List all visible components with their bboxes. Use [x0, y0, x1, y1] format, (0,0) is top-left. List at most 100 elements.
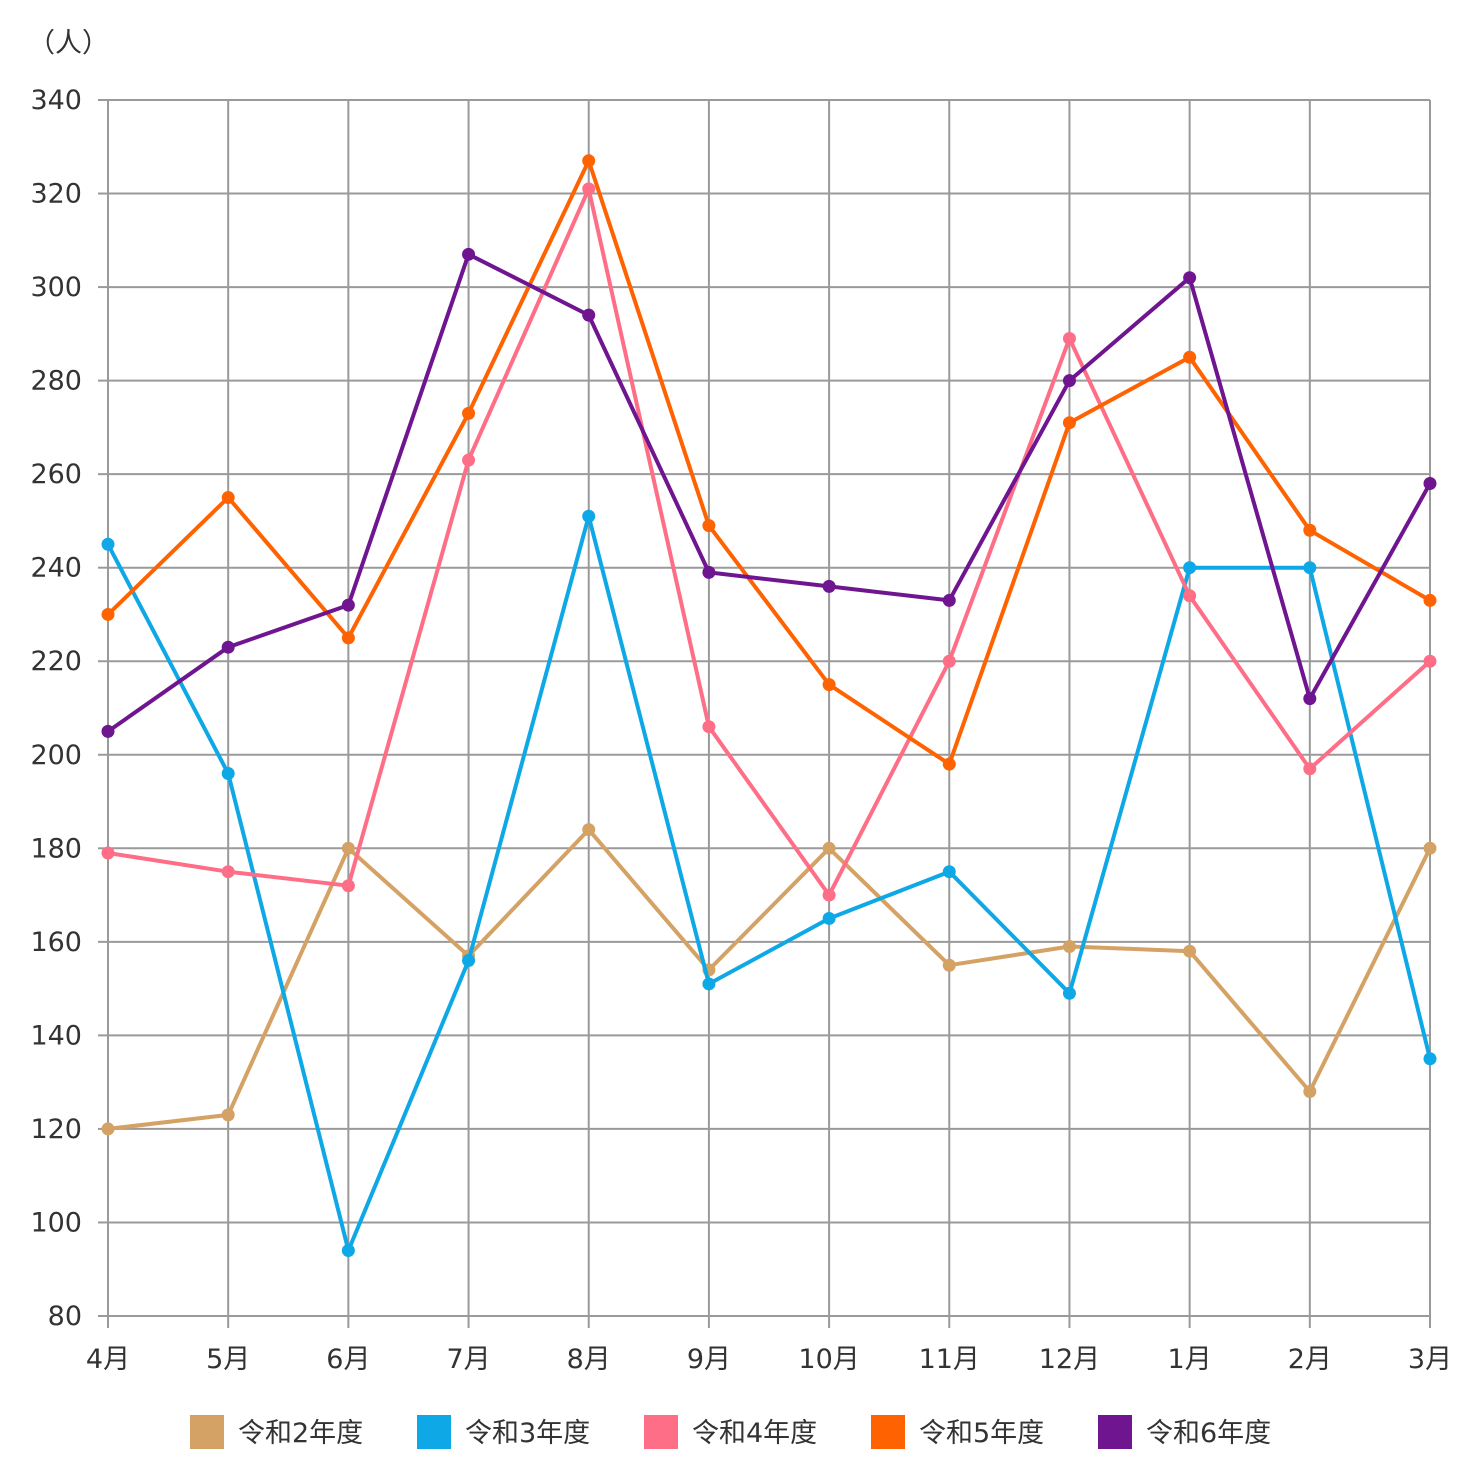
- x-tick-label: 1月: [1168, 1344, 1212, 1375]
- x-tick-label: 4月: [86, 1344, 130, 1375]
- data-point: [822, 579, 836, 593]
- data-point: [822, 911, 836, 925]
- y-tick-label: 340: [30, 85, 82, 116]
- legend-label: 令和3年度: [465, 1418, 590, 1449]
- data-point: [341, 631, 355, 645]
- x-tick-label: 5月: [206, 1344, 250, 1375]
- series-5: [101, 247, 1437, 738]
- data-point: [942, 958, 956, 972]
- data-point: [221, 865, 235, 879]
- data-point: [341, 879, 355, 893]
- data-point: [582, 308, 596, 322]
- legend-item: 令和4年度: [644, 1415, 817, 1449]
- x-tick-label: 7月: [446, 1344, 490, 1375]
- x-tick-label: 9月: [687, 1344, 731, 1375]
- data-point: [1423, 593, 1437, 607]
- data-point: [1062, 986, 1076, 1000]
- data-point: [221, 491, 235, 505]
- y-axis-unit-label: （人）: [28, 28, 109, 59]
- data-point: [822, 888, 836, 902]
- legend: 令和2年度 令和3年度 令和4年度 令和5年度 令和6年度: [190, 1415, 1271, 1449]
- data-point: [1423, 477, 1437, 491]
- data-point: [341, 841, 355, 855]
- axes: 80 100 120 140 160 180 200 220 240 260 280 300 320 34…: [30, 85, 1452, 1375]
- legend-label: 令和2年度: [238, 1418, 363, 1449]
- x-tick-label: 6月: [326, 1344, 370, 1375]
- data-point: [942, 865, 956, 879]
- y-tick-label: 300: [30, 272, 82, 303]
- legend-label: 令和4年度: [692, 1418, 817, 1449]
- data-point: [942, 593, 956, 607]
- data-point: [822, 678, 836, 692]
- y-tick-label: 320: [30, 179, 82, 210]
- data-point: [1423, 841, 1437, 855]
- legend-swatch: [190, 1415, 224, 1449]
- data-point: [1062, 374, 1076, 388]
- x-tick-label: 8月: [567, 1344, 611, 1375]
- legend-item: 令和2年度: [190, 1415, 363, 1449]
- data-point: [101, 724, 115, 738]
- legend-item: 令和3年度: [417, 1415, 590, 1449]
- data-point: [942, 757, 956, 771]
- data-point: [341, 1244, 355, 1258]
- data-point: [101, 537, 115, 551]
- data-point: [702, 977, 716, 991]
- legend-swatch: [644, 1415, 678, 1449]
- data-point: [1183, 350, 1197, 364]
- series-layer: [101, 154, 1437, 1258]
- data-point: [1183, 561, 1197, 575]
- data-point: [341, 598, 355, 612]
- data-point: [1423, 654, 1437, 668]
- data-point: [1303, 692, 1317, 706]
- x-tick-label: 2月: [1288, 1344, 1332, 1375]
- x-tick-label: 3月: [1408, 1344, 1452, 1375]
- legend-swatch: [417, 1415, 451, 1449]
- data-point: [221, 766, 235, 780]
- data-point: [1183, 944, 1197, 958]
- data-point: [101, 607, 115, 621]
- data-point: [101, 846, 115, 860]
- data-point: [221, 640, 235, 654]
- series-line: [106, 158, 1432, 767]
- series-line: [106, 514, 1432, 1253]
- data-point: [1062, 940, 1076, 954]
- data-point: [1183, 271, 1197, 285]
- legend-label: 令和5年度: [919, 1418, 1044, 1449]
- data-point: [221, 1108, 235, 1122]
- data-point: [1062, 332, 1076, 346]
- legend-item: 令和5年度: [871, 1415, 1044, 1449]
- y-tick-label: 100: [30, 1207, 82, 1238]
- data-point: [702, 720, 716, 734]
- data-point: [1303, 523, 1317, 537]
- data-point: [702, 565, 716, 579]
- x-tick-label: 12月: [1039, 1344, 1100, 1375]
- series-line: [106, 252, 1432, 734]
- y-tick-label: 80: [48, 1301, 82, 1332]
- data-point: [1303, 762, 1317, 776]
- data-point: [582, 182, 596, 196]
- data-point: [942, 654, 956, 668]
- data-point: [1303, 561, 1317, 575]
- x-tick-label: 11月: [919, 1344, 980, 1375]
- y-tick-label: 160: [30, 927, 82, 958]
- legend-label: 令和6年度: [1146, 1418, 1271, 1449]
- data-point: [1423, 1052, 1437, 1066]
- legend-swatch: [1098, 1415, 1132, 1449]
- x-tick-label: 10月: [798, 1344, 859, 1375]
- data-point: [582, 154, 596, 168]
- y-tick-label: 280: [30, 366, 82, 397]
- y-tick-label: 260: [30, 459, 82, 490]
- y-tick-label: 220: [30, 646, 82, 677]
- data-point: [702, 519, 716, 533]
- y-tick-label: 180: [30, 833, 82, 864]
- grid: [107, 99, 1431, 1328]
- series-line: [107, 186, 1432, 898]
- data-point: [1183, 589, 1197, 603]
- series-2: [101, 509, 1437, 1258]
- data-point: [462, 406, 476, 420]
- legend-swatch: [871, 1415, 905, 1449]
- legend-item: 令和6年度: [1098, 1415, 1271, 1449]
- series-line: [107, 827, 1432, 1131]
- data-point: [462, 453, 476, 467]
